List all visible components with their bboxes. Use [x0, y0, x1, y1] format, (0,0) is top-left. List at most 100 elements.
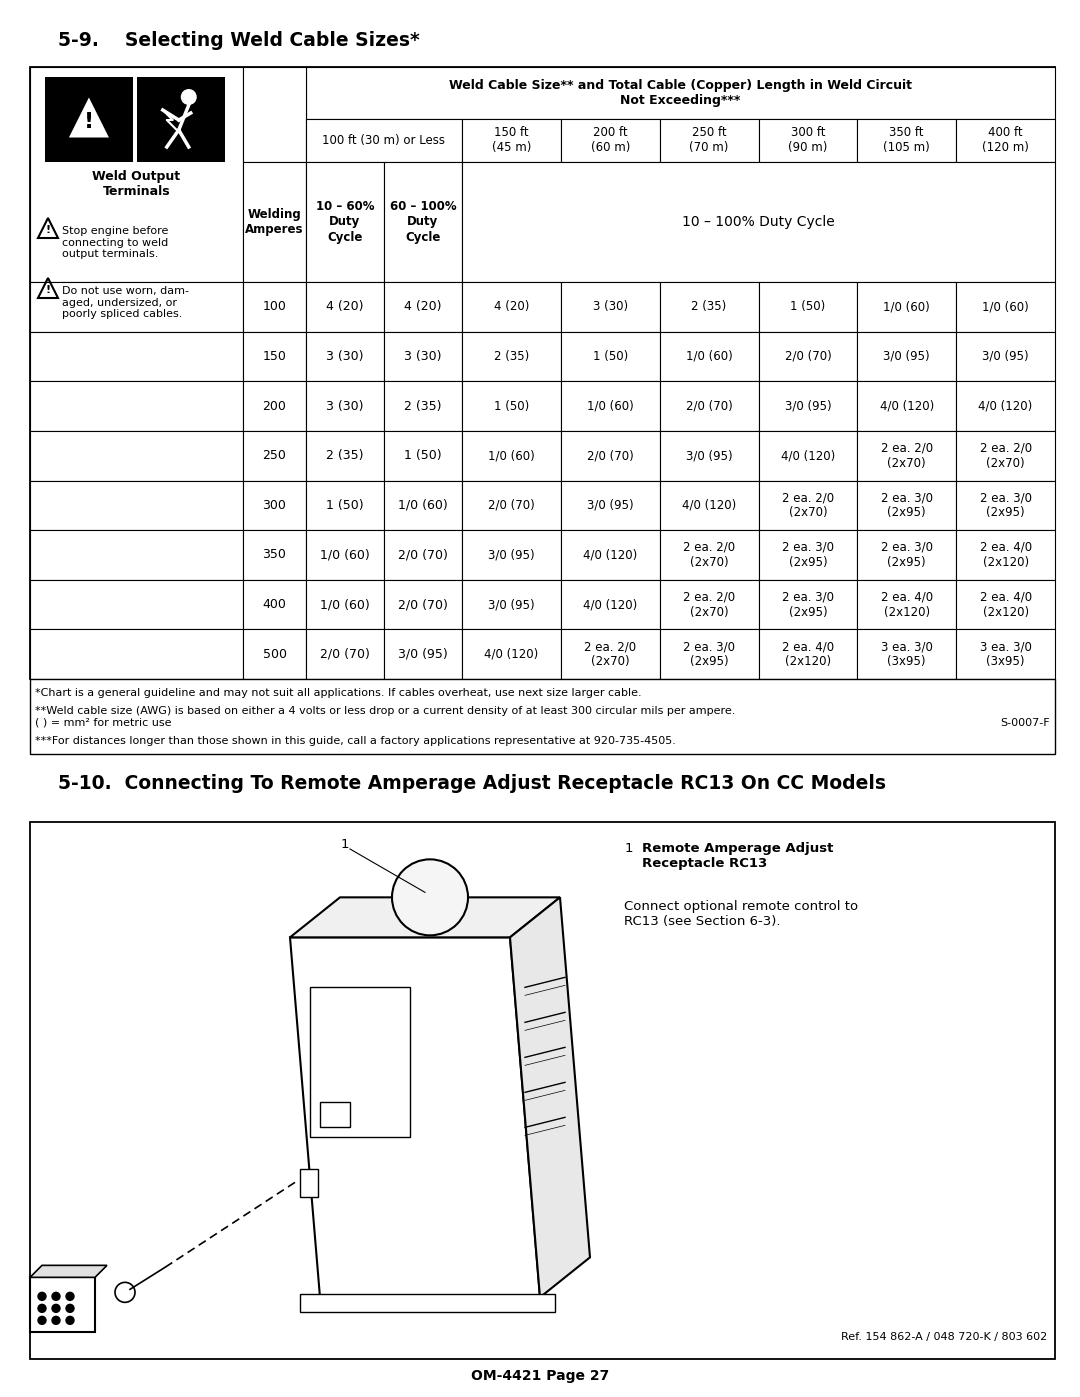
Text: 3 (30): 3 (30)	[326, 400, 364, 412]
Text: 1/0 (60): 1/0 (60)	[320, 549, 369, 562]
Bar	[660, 580, 758, 630]
Bar	[243, 381, 306, 430]
Text: 2 (35): 2 (35)	[494, 349, 529, 363]
Text: 3 (30): 3 (30)	[404, 349, 442, 363]
Text: 1/0 (60): 1/0 (60)	[320, 598, 369, 610]
Bar	[243, 331, 306, 381]
Bar	[306, 162, 384, 282]
Text: 5-10.  Connecting To Remote Amperage Adjust Receptacle RC13 On CC Models: 5-10. Connecting To Remote Amperage Adju…	[58, 774, 886, 793]
Bar	[858, 580, 956, 630]
Bar	[561, 381, 660, 430]
Circle shape	[66, 1305, 75, 1312]
Text: 2 ea. 3/0
(2x95): 2 ea. 3/0 (2x95)	[980, 492, 1031, 520]
Bar	[758, 430, 858, 481]
Bar	[30, 481, 243, 529]
Bar	[30, 580, 243, 630]
Text: 2/0 (70): 2/0 (70)	[686, 400, 732, 412]
Bar	[30, 430, 243, 481]
Circle shape	[38, 1305, 46, 1312]
Bar	[306, 481, 384, 529]
Bar	[858, 331, 956, 381]
Bar	[561, 119, 660, 162]
Bar	[660, 529, 758, 580]
Text: 200: 200	[262, 400, 286, 412]
Text: 250 ft
(70 m): 250 ft (70 m)	[689, 127, 729, 155]
Bar	[561, 282, 660, 331]
Circle shape	[52, 1305, 60, 1312]
Text: 3/0 (95): 3/0 (95)	[686, 450, 732, 462]
Text: 500: 500	[262, 648, 286, 661]
Text: 2 ea. 2/0
(2x70): 2 ea. 2/0 (2x70)	[782, 492, 834, 520]
Bar	[858, 529, 956, 580]
Bar	[306, 67, 1055, 119]
Bar	[243, 481, 306, 529]
Bar	[243, 67, 306, 162]
Text: 3/0 (95): 3/0 (95)	[586, 499, 634, 511]
Text: 1/0 (60): 1/0 (60)	[883, 300, 930, 313]
Text: 2 ea. 3/0
(2x95): 2 ea. 3/0 (2x95)	[881, 541, 933, 569]
Text: 2 ea. 2/0
(2x70): 2 ea. 2/0 (2x70)	[683, 541, 735, 569]
Bar	[462, 282, 561, 331]
Text: 3 (30): 3 (30)	[326, 349, 364, 363]
Text: Weld Cable Size** and Total Cable (Copper) Length in Weld Circuit
Not Exceeding*: Weld Cable Size** and Total Cable (Coppe…	[449, 80, 912, 108]
Text: 4/0 (120): 4/0 (120)	[978, 400, 1032, 412]
Text: ***For distances longer than those shown in this guide, call a factory applicati: ***For distances longer than those shown…	[35, 736, 676, 746]
Bar	[45, 77, 133, 162]
Bar	[243, 580, 306, 630]
Text: 2 ea. 3/0
(2x95): 2 ea. 3/0 (2x95)	[782, 591, 834, 619]
Text: 300: 300	[262, 499, 286, 511]
Text: 150 ft
(45 m): 150 ft (45 m)	[491, 127, 531, 155]
Text: 2 (35): 2 (35)	[326, 450, 364, 462]
Text: 2 ea. 4/0
(2x120): 2 ea. 4/0 (2x120)	[782, 640, 834, 668]
Polygon shape	[510, 897, 590, 1298]
Bar	[660, 331, 758, 381]
Bar	[306, 119, 462, 162]
Text: !: !	[45, 285, 51, 295]
Bar	[30, 67, 243, 282]
Bar	[758, 529, 858, 580]
Text: 3/0 (95): 3/0 (95)	[399, 648, 448, 661]
Bar	[660, 481, 758, 529]
Bar	[758, 630, 858, 679]
Bar	[758, 331, 858, 381]
Bar	[462, 162, 1055, 282]
Bar	[462, 430, 561, 481]
Text: 1 (50): 1 (50)	[326, 499, 364, 511]
Bar	[300, 1295, 555, 1312]
Bar	[462, 529, 561, 580]
Text: 3/0 (95): 3/0 (95)	[883, 349, 930, 363]
Bar	[858, 481, 956, 529]
Text: 2 ea. 3/0
(2x95): 2 ea. 3/0 (2x95)	[782, 541, 834, 569]
Bar	[384, 331, 462, 381]
Text: 1: 1	[624, 842, 633, 855]
Text: Connect optional remote control to
RC13 (see Section 6-3).: Connect optional remote control to RC13 …	[624, 900, 859, 928]
Bar	[462, 481, 561, 529]
Bar	[30, 381, 243, 430]
Polygon shape	[291, 937, 540, 1298]
Bar	[243, 282, 306, 331]
Text: 400: 400	[262, 598, 286, 610]
Text: 300 ft
(90 m): 300 ft (90 m)	[788, 127, 827, 155]
Bar	[956, 119, 1055, 162]
Text: 200 ft
(60 m): 200 ft (60 m)	[591, 127, 630, 155]
Bar	[758, 580, 858, 630]
Text: OM-4421 Page 27: OM-4421 Page 27	[471, 1369, 609, 1383]
Bar	[660, 119, 758, 162]
Bar	[30, 529, 243, 580]
Text: 3 ea. 3/0
(3x95): 3 ea. 3/0 (3x95)	[980, 640, 1031, 668]
Circle shape	[114, 1282, 135, 1302]
Text: Weld Output
Terminals: Weld Output Terminals	[93, 170, 180, 198]
Text: 2 ea. 4/0
(2x120): 2 ea. 4/0 (2x120)	[880, 591, 933, 619]
Text: 4/0 (120): 4/0 (120)	[484, 648, 539, 661]
Bar	[462, 381, 561, 430]
Text: 1/0 (60): 1/0 (60)	[488, 450, 535, 462]
Polygon shape	[30, 1266, 107, 1277]
Text: 2/0 (70): 2/0 (70)	[399, 549, 448, 562]
Bar	[462, 119, 561, 162]
Text: 2 (35): 2 (35)	[691, 300, 727, 313]
Bar	[30, 67, 1055, 679]
Text: 3/0 (95): 3/0 (95)	[488, 598, 535, 610]
Bar	[30, 282, 243, 331]
Text: 100 ft (30 m) or Less: 100 ft (30 m) or Less	[323, 134, 446, 147]
Bar	[956, 481, 1055, 529]
